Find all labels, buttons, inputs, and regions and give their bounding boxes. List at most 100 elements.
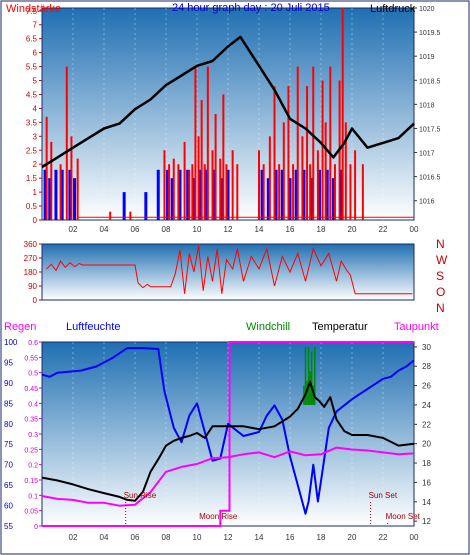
sun-set-label: Sun Set (369, 491, 398, 500)
direction-compass-label: S (436, 269, 444, 283)
wind-speed-bar (268, 136, 271, 220)
wind-speed-bar (45, 116, 48, 220)
wind-speed-bar (76, 158, 79, 220)
wind-tick-label: 1 (33, 188, 38, 197)
humidity-tick-label: 90 (4, 379, 13, 388)
panel-3-x-tick-label: 16 (286, 533, 295, 542)
pressure-tick-label: 1018.5 (419, 78, 441, 85)
temperature-tick-label: 26 (422, 382, 431, 391)
wind-speed-bar (312, 66, 315, 220)
gust-bar (274, 169, 278, 220)
wind-speed-bar (262, 164, 265, 220)
temperature-tick-label: 30 (422, 343, 431, 352)
legend-taupunkt: Taupunkt (394, 321, 439, 333)
direction-tick-label: 270 (24, 254, 38, 263)
humidity-tick-label: 60 (4, 502, 13, 511)
wind-speed-bar (183, 141, 186, 220)
wind-speed-bar (129, 211, 132, 220)
wind-tick-label: 0 (33, 216, 38, 225)
gust-bar (48, 178, 52, 220)
wind-tick-label: 4 (33, 104, 38, 113)
panel-1-x-tick-label: 06 (131, 225, 140, 234)
temperature-tick-label: 24 (422, 401, 431, 410)
gust-bar (60, 169, 64, 220)
wind-speed-bar (200, 100, 203, 220)
gust-bar (198, 169, 202, 220)
direction-tick-label: 360 (24, 240, 38, 249)
wind-speed-bar (188, 169, 191, 220)
panel-2-area (41, 243, 415, 301)
direction-tick-label: 0 (33, 296, 38, 305)
humidity-line (41, 347, 415, 515)
gust-bar (54, 169, 58, 220)
pressure-line (41, 35, 415, 169)
wind-speed-bar (168, 164, 171, 220)
temperature-tick-label: 22 (422, 420, 431, 429)
gust-bar (260, 169, 264, 220)
wind-speed-bar (273, 86, 276, 221)
dewpoint-line (41, 446, 415, 507)
rain-tick-label: 0.1 (28, 493, 38, 500)
gust-bar (310, 178, 314, 220)
panel-1-x-tick-label: 00 (410, 225, 419, 234)
humidity-tick-label: 80 (4, 420, 13, 429)
gust-bar (339, 169, 343, 220)
rain-tick-label: 0.15 (24, 478, 38, 485)
panel-3-x-tick-label: 00 (410, 533, 419, 542)
panel-1-x-tick-label: 02 (69, 225, 78, 234)
page-title: 24 hour graph day : 20 Juli 2015 (172, 2, 330, 14)
legend-windchill: Windchill (246, 321, 290, 333)
panel-3-x-tick-label: 22 (379, 533, 388, 542)
wind-tick-label: 3 (33, 132, 38, 141)
gust-bar (204, 169, 208, 220)
temperature-tick-label: 28 (422, 362, 431, 371)
wind-tick-label: 2.5 (26, 146, 38, 155)
wind-speed-bar (309, 164, 312, 220)
wind-speed-bar (203, 164, 206, 220)
pressure-tick-label: 1016 (419, 199, 435, 206)
wind-tick-label: 5.5 (26, 63, 38, 72)
pressure-tick-label: 1018 (419, 102, 435, 109)
gust-bar (68, 169, 72, 220)
pressure-tick-label: 1019 (419, 54, 435, 61)
gust-bar (317, 169, 321, 220)
wind-speed-bar (109, 211, 112, 220)
panel-3-x-tick-label: 08 (162, 533, 171, 542)
humidity-tick-label: 70 (4, 461, 13, 470)
wind-speed-bar (341, 8, 344, 220)
wind-tick-label: 7.5 (26, 7, 38, 16)
wind-speed-bar (296, 66, 299, 220)
legend-regen: Regen (4, 321, 36, 333)
wind-speed-bar (306, 86, 309, 221)
rain-tick-label: 0.2 (28, 463, 38, 470)
rain-line (42, 341, 414, 527)
direction-compass-label: W (436, 253, 448, 267)
direction-compass-label: N (436, 237, 445, 251)
temperature-tick-label: 18 (422, 459, 431, 468)
wind-tick-label: 0.5 (26, 202, 38, 211)
panel-1-x-tick-label: 12 (224, 225, 233, 234)
panel-1-x-tick-label: 22 (379, 225, 388, 234)
panel-1-x-tick-label: 14 (255, 225, 264, 234)
rain-tick-label: 0 (34, 524, 38, 531)
wind-speed-bar (191, 164, 194, 220)
wind-speed-bar (324, 122, 327, 220)
humidity-tick-label: 85 (4, 399, 13, 408)
panel-3-x-tick-label: 04 (100, 533, 109, 542)
rain-tick-label: 0.35 (24, 417, 38, 424)
humidity-tick-label: 95 (4, 358, 13, 367)
direction-compass-label: O (436, 285, 445, 299)
gust-bar (192, 178, 196, 220)
wind-direction-line (46, 245, 413, 295)
gust-bar (226, 169, 230, 220)
wind-speed-bar (236, 164, 239, 220)
panel-3-x-tick-label: 18 (317, 533, 326, 542)
wind-tick-label: 4.5 (26, 90, 38, 99)
wind-speed-bar (65, 66, 68, 220)
gust-bar (122, 192, 126, 220)
rain-tick-label: 0.45 (24, 386, 38, 393)
wind-speed-bar (206, 66, 209, 220)
wind-axis-title: Windstärke (6, 3, 61, 15)
wind-speed-bar (231, 150, 234, 220)
